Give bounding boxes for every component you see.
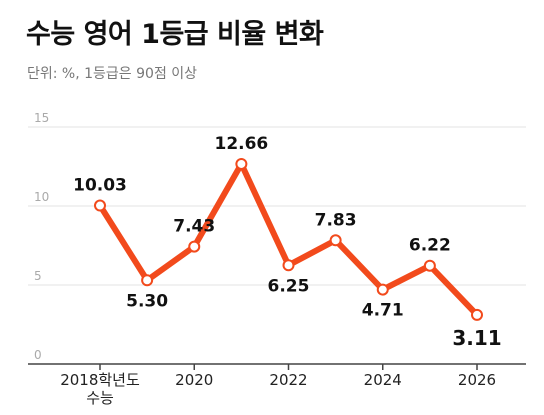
data-point: [188, 240, 201, 253]
data-point: [141, 274, 154, 287]
data-label: 12.66: [214, 134, 268, 154]
chart-subtitle: 단위: %, 1등급은 90점 이상: [27, 66, 198, 82]
data-label: 7.83: [315, 210, 357, 230]
data-point: [376, 283, 389, 296]
x-tick-label: 2026: [458, 371, 496, 389]
x-tick-label: 2022: [269, 371, 307, 389]
y-tick-label: 5: [34, 269, 42, 283]
data-point: [282, 259, 295, 272]
x-tick-label: 수능: [86, 389, 114, 407]
data-label: 4.71: [362, 301, 404, 321]
data-label: 3.11: [452, 326, 501, 350]
y-tick-label: 10: [34, 190, 49, 204]
y-tick-label: 15: [34, 111, 49, 125]
chart-title: 수능 영어 1등급 비율 변화: [26, 19, 324, 50]
x-tick-label: 2024: [364, 371, 402, 389]
x-tick-label: 2020: [175, 371, 213, 389]
data-point: [423, 259, 436, 272]
data-point: [329, 234, 342, 247]
data-label: 10.03: [73, 176, 127, 196]
x-tick-label: 2018학년도: [60, 371, 140, 389]
data-point: [235, 157, 248, 170]
data-label: 6.22: [409, 236, 451, 256]
data-label: 7.43: [173, 217, 215, 237]
data-point: [471, 308, 483, 321]
y-tick-label: 0: [34, 348, 42, 362]
data-label: 6.25: [268, 276, 310, 296]
data-point: [94, 199, 106, 212]
data-label: 5.30: [126, 291, 168, 311]
